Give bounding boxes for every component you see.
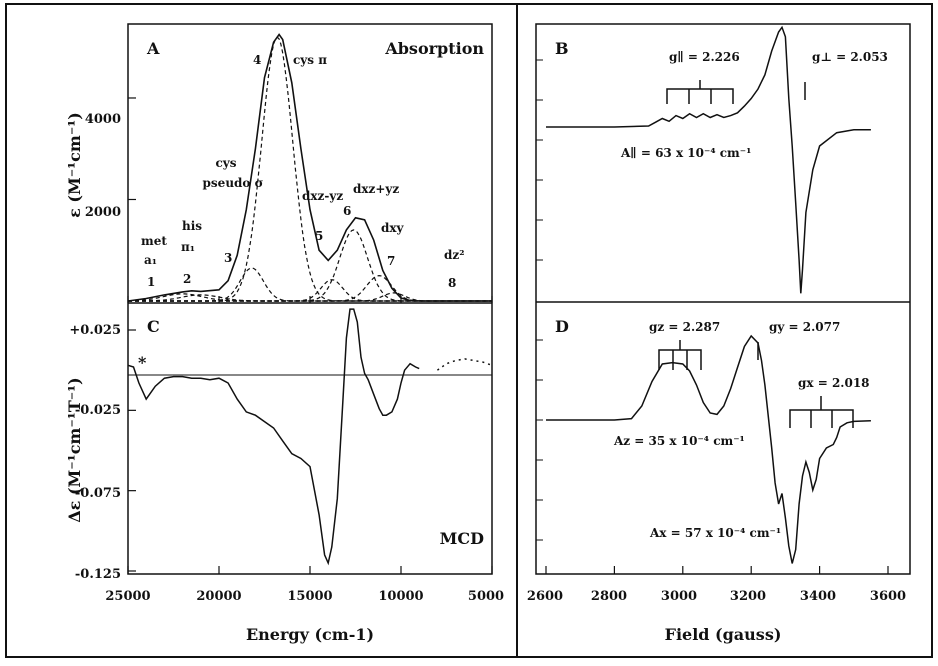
- x-tick-5000: 5000: [468, 589, 504, 604]
- panel-d-letter: D: [555, 317, 569, 336]
- mcd-y-axis-title: Δε (M⁻¹cm⁻¹T⁻¹): [65, 377, 84, 523]
- band-5-label: 5: [315, 229, 323, 243]
- band-3-label: 3: [224, 251, 232, 265]
- x-tick-15000: 15000: [287, 589, 332, 604]
- a1-label: a₁: [144, 253, 157, 267]
- cys-label: cys: [215, 156, 236, 170]
- mcd-y-tick-plus-0025: +0.025: [69, 323, 121, 338]
- mcd-solid-line: [127, 308, 420, 566]
- g-z-label: gz = 2.287: [649, 320, 720, 334]
- panel-a-letter: A: [146, 39, 160, 58]
- mcd-y-tick-minus-0075: -0.075: [75, 486, 121, 501]
- dxz-yz-plus-label: dxz+yz: [353, 182, 399, 196]
- mcd-dotted-line: [436, 358, 493, 371]
- x-tick-20000: 20000: [196, 589, 241, 604]
- g-x-label: gx = 2.018: [798, 376, 870, 390]
- g-x-hyperfine-bracket: [789, 396, 854, 428]
- band-7-label: 7: [387, 254, 395, 268]
- absorption-spectrum-line: [127, 33, 492, 302]
- g-perp-label: g⊥ = 2.053: [812, 50, 888, 64]
- pseudo-sigma-label: pseudo σ: [203, 176, 264, 190]
- cys-pi-label: cys π: [293, 53, 327, 67]
- tick-marks: [127, 59, 889, 574]
- dxy-label: dxy: [381, 221, 405, 235]
- band-1-label: 1: [147, 275, 155, 289]
- absorption-gaussian-band-4: [128, 36, 492, 302]
- y-tick-2000: 2000: [85, 205, 121, 220]
- y-tick-4000: 4000: [85, 112, 121, 127]
- band-8-label: 8: [448, 276, 456, 290]
- g-y-label: gy = 2.077: [769, 320, 840, 334]
- epr-spectrum-b-line: [546, 25, 871, 294]
- epr-spectrum-d-line: [546, 334, 871, 564]
- curves: [127, 25, 871, 566]
- field-axis-title: Field (gauss): [665, 625, 782, 644]
- field-tick-3200: 3200: [730, 589, 766, 604]
- right-plot-frame: [535, 23, 911, 575]
- g-z-hyperfine-bracket: [658, 340, 702, 370]
- dxz-yz-minus-label: dxz-yz: [302, 189, 343, 203]
- x-tick-10000: 10000: [378, 589, 423, 604]
- mcd-title: MCD: [440, 529, 484, 548]
- field-tick-3400: 3400: [800, 589, 836, 604]
- met-label: met: [141, 234, 167, 248]
- a-x-label: Ax = 57 x 10⁻⁴ cm⁻¹: [649, 526, 781, 540]
- absorption-gaussian-band-8: [128, 292, 492, 302]
- band-2-label: 2: [183, 272, 191, 286]
- x-tick-25000: 25000: [105, 589, 150, 604]
- panel-b-letter: B: [555, 39, 569, 58]
- field-tick-2600: 2600: [527, 589, 563, 604]
- mcd-star-marker: *: [138, 353, 147, 372]
- band-4-label: 4: [253, 53, 261, 67]
- a-z-label: Az = 35 x 10⁻⁴ cm⁻¹: [613, 434, 745, 448]
- absorption-title: Absorption: [384, 39, 484, 58]
- field-tick-3000: 3000: [661, 589, 697, 604]
- field-tick-3600: 3600: [870, 589, 906, 604]
- dz2-label: dz²: [444, 248, 464, 262]
- mcd-y-tick-minus-0125: -0.125: [75, 567, 121, 582]
- a-parallel-label: A∥ = 63 x 10⁻⁴ cm⁻¹: [620, 146, 751, 160]
- panel-c-letter: C: [147, 317, 160, 336]
- absorption-y-axis-title: ε (M⁻¹cm⁻¹): [65, 112, 84, 218]
- pi1-label: π₁: [181, 240, 195, 254]
- g-parallel-label: g∥ = 2.226: [669, 50, 740, 64]
- field-tick-2800: 2800: [591, 589, 627, 604]
- energy-axis-title: Energy (cm-1): [246, 625, 374, 644]
- band-6-label: 6: [343, 204, 351, 218]
- mcd-y-tick-minus-0025: -0.025: [75, 403, 121, 418]
- g-parallel-hyperfine-bracket: [666, 80, 734, 104]
- his-label: his: [182, 219, 202, 233]
- figure-frame: [5, 3, 933, 658]
